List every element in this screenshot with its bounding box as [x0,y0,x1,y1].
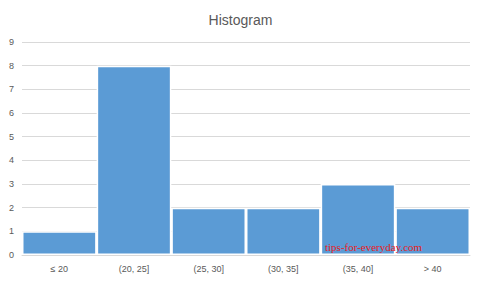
svg-text:(25, 30]: (25, 30] [193,264,224,274]
svg-text:5: 5 [9,132,14,142]
svg-text:(30, 35]: (30, 35] [268,264,299,274]
svg-text:≤ 20: ≤ 20 [51,264,68,274]
svg-text:1: 1 [9,226,14,236]
svg-text:tips-for-everyday.com: tips-for-everyday.com [325,241,423,253]
svg-text:6: 6 [9,108,14,118]
svg-text:> 40: > 40 [424,264,442,274]
svg-text:4: 4 [9,155,14,165]
svg-text:(20, 25]: (20, 25] [119,264,150,274]
svg-text:9: 9 [9,37,14,47]
svg-text:2: 2 [9,203,14,213]
svg-text:0: 0 [9,250,14,260]
svg-text:7: 7 [9,84,14,94]
svg-text:(35, 40]: (35, 40] [343,264,374,274]
svg-text:Histogram: Histogram [209,12,273,28]
svg-text:8: 8 [9,61,14,71]
svg-text:3: 3 [9,179,14,189]
